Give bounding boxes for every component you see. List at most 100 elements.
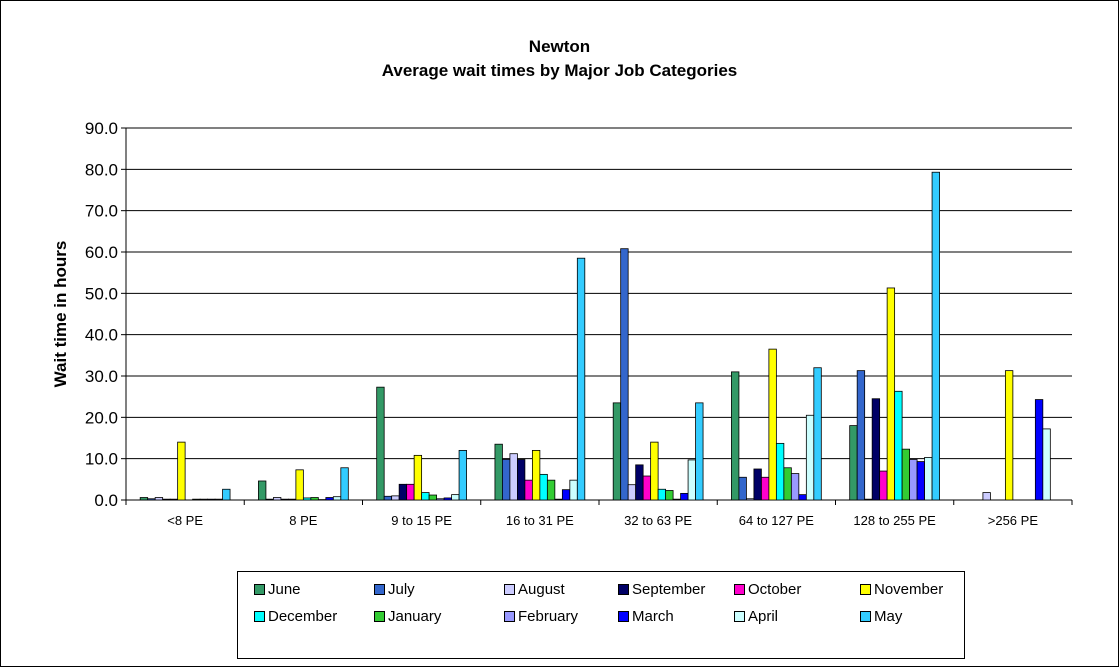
legend-swatch bbox=[254, 583, 265, 595]
x-tick-label: 9 to 15 PE bbox=[391, 513, 452, 528]
chart-title-line-2: Average wait times by Major Job Categori… bbox=[381, 61, 738, 80]
y-tick-label: 50.0 bbox=[85, 284, 118, 303]
bar bbox=[332, 496, 342, 501]
legend-item: November bbox=[860, 580, 943, 598]
legend-item: September bbox=[618, 580, 705, 598]
bar bbox=[265, 498, 274, 501]
bar bbox=[982, 492, 991, 501]
bar bbox=[849, 425, 858, 501]
bar bbox=[162, 498, 171, 501]
legend-item: June bbox=[254, 580, 301, 598]
bar bbox=[502, 459, 511, 501]
bar bbox=[687, 459, 696, 501]
y-tick-label: 40.0 bbox=[85, 326, 118, 345]
y-tick-label: 0.0 bbox=[94, 491, 118, 510]
bar bbox=[738, 476, 747, 501]
x-tick-label: 16 to 31 PE bbox=[506, 513, 574, 528]
bar bbox=[901, 448, 911, 501]
bar bbox=[695, 402, 704, 501]
legend-label: January bbox=[388, 607, 442, 625]
bar bbox=[790, 473, 800, 501]
bar bbox=[325, 497, 334, 501]
bar bbox=[287, 498, 297, 501]
bar bbox=[864, 498, 873, 501]
bar bbox=[139, 497, 149, 501]
chart-title-line-1: Newton bbox=[528, 37, 591, 56]
bar bbox=[177, 441, 186, 501]
legend-swatch bbox=[254, 610, 265, 622]
bar bbox=[1004, 370, 1014, 501]
legend-item: May bbox=[860, 607, 902, 625]
bar bbox=[775, 442, 785, 501]
bar bbox=[894, 390, 903, 501]
bar bbox=[451, 494, 460, 501]
y-tick-label: 30.0 bbox=[85, 367, 118, 386]
x-tick-label: 128 to 255 PE bbox=[853, 513, 936, 528]
bar bbox=[924, 457, 933, 501]
legend-item: April bbox=[734, 607, 778, 625]
bar bbox=[222, 488, 231, 501]
bar bbox=[391, 495, 400, 501]
y-tick-label: 60.0 bbox=[85, 243, 118, 262]
legend-swatch bbox=[374, 583, 385, 595]
bar bbox=[428, 494, 438, 501]
y-tick-label: 20.0 bbox=[85, 408, 118, 427]
bar bbox=[856, 370, 866, 501]
bar bbox=[443, 497, 452, 501]
y-tick-label: 10.0 bbox=[85, 450, 118, 469]
bar bbox=[524, 479, 533, 501]
bar bbox=[627, 484, 637, 501]
bar bbox=[340, 467, 349, 501]
legend-label: July bbox=[388, 580, 415, 598]
bar bbox=[214, 498, 223, 501]
bar bbox=[273, 497, 282, 501]
bar bbox=[169, 498, 179, 501]
bar bbox=[650, 441, 659, 501]
legend-item: February bbox=[504, 607, 578, 625]
legend-item: October bbox=[734, 580, 801, 598]
legend-swatch bbox=[374, 610, 385, 622]
bar bbox=[871, 398, 881, 501]
bar bbox=[413, 454, 423, 501]
bar bbox=[398, 483, 408, 501]
bar bbox=[280, 498, 289, 501]
legend-label: December bbox=[268, 607, 338, 625]
legend-label: June bbox=[268, 580, 301, 598]
legend-item: December bbox=[254, 607, 337, 625]
x-tick-label: <8 PE bbox=[167, 513, 203, 528]
legend-item: January bbox=[374, 607, 441, 625]
bar bbox=[657, 488, 667, 501]
bar bbox=[421, 492, 430, 501]
bar bbox=[746, 498, 755, 501]
bar bbox=[805, 414, 815, 501]
bar bbox=[436, 498, 445, 501]
bar bbox=[665, 490, 674, 501]
bar bbox=[576, 257, 586, 501]
legend-swatch bbox=[618, 610, 629, 622]
legend-label: March bbox=[632, 607, 674, 625]
bar bbox=[458, 449, 467, 501]
bar bbox=[635, 464, 644, 501]
bar bbox=[931, 171, 940, 501]
bar bbox=[494, 443, 503, 501]
bar bbox=[879, 470, 888, 501]
bar bbox=[813, 367, 822, 501]
legend-label: February bbox=[518, 607, 579, 625]
bar bbox=[406, 483, 415, 501]
bar bbox=[680, 492, 689, 501]
bar bbox=[642, 475, 652, 501]
y-axis-label: Wait time in hours bbox=[51, 241, 70, 388]
bar bbox=[509, 453, 518, 501]
bar bbox=[783, 467, 792, 501]
legend-swatch bbox=[734, 583, 745, 595]
y-tick-label: 80.0 bbox=[85, 160, 118, 179]
bar bbox=[916, 461, 925, 501]
bar bbox=[569, 479, 578, 501]
legend-swatch bbox=[504, 610, 515, 622]
legend-item: March bbox=[618, 607, 674, 625]
bar bbox=[561, 489, 571, 501]
bar bbox=[258, 480, 267, 501]
bar bbox=[207, 498, 216, 501]
bar bbox=[768, 348, 777, 501]
